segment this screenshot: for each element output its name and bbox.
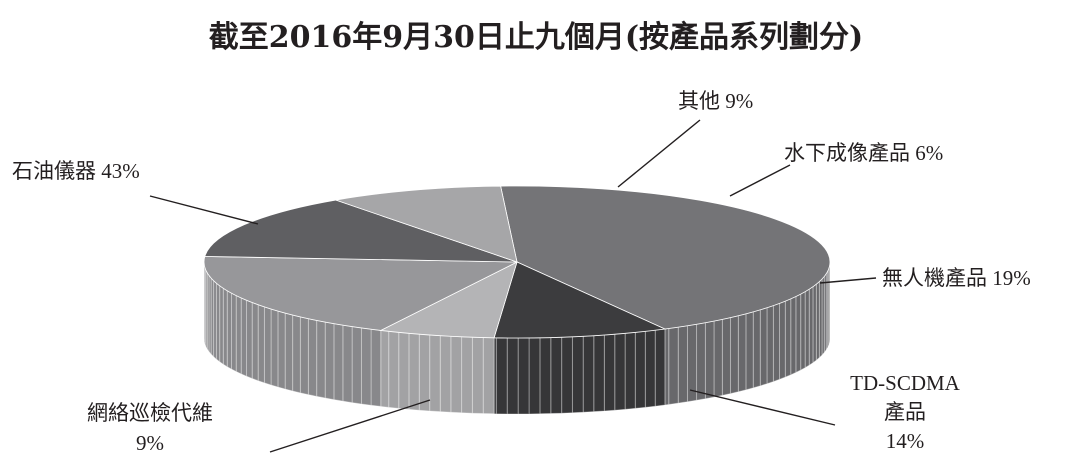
pie-side-facet <box>603 333 616 412</box>
pie-side-facet <box>808 285 814 367</box>
pie-side-facet <box>495 337 508 415</box>
pie-side-facet <box>471 336 484 415</box>
pie-side-facet <box>812 283 817 364</box>
pie-slice-1 <box>493 261 667 339</box>
pie-side-facet <box>517 337 530 415</box>
pie-side-facet <box>582 335 595 413</box>
pie-side-facet <box>784 298 792 378</box>
pie-side-facet <box>561 336 573 414</box>
pie-side-facet <box>263 306 272 386</box>
pie-side-facet <box>251 301 259 382</box>
pie-side-facet <box>333 323 344 402</box>
pie-side-facet <box>654 328 666 407</box>
pie-side-facet <box>284 312 294 392</box>
pie-side-facet <box>231 292 237 373</box>
label-drone: 無人機產品 19% <box>882 266 1031 290</box>
pie-side-facet <box>624 331 636 410</box>
leader-network <box>269 399 431 453</box>
pie-side-facet <box>292 314 301 394</box>
pie-side-facet <box>737 313 747 393</box>
leader-other <box>617 119 701 188</box>
pie-side-facet <box>571 335 584 414</box>
pie-side-facet <box>800 290 806 371</box>
label-network-line2: 9% <box>136 431 164 455</box>
pie-side-facet <box>360 327 372 406</box>
pie-side-facet <box>380 329 390 408</box>
pie-slice-2 <box>379 261 518 339</box>
pie-side-facet <box>351 326 362 405</box>
pie-side-facet <box>439 335 452 413</box>
pie-slice-0 <box>500 185 831 330</box>
pie-side-facet <box>388 330 400 409</box>
leader-lines <box>149 119 877 453</box>
pie-side-facet <box>257 304 265 384</box>
pie-side-facet <box>790 295 797 376</box>
pie-side-facet <box>222 287 228 368</box>
label-td-line1: TD-SCDMA <box>850 371 961 395</box>
slice-labels: 石油儀器 43% 其他 9% 水下成像產品 6% 無人機產品 19% TD-SC… <box>12 89 1031 455</box>
pie-side-facet <box>664 327 670 406</box>
chart-title: 截至2016年9月30日止九個月(按產品系列劃分) <box>209 20 864 55</box>
label-oil: 石油儀器 43% <box>12 159 140 183</box>
pie-side-facet <box>696 322 706 401</box>
pie-side-facet <box>429 334 441 413</box>
pie-side-facet <box>644 329 656 408</box>
pie-side-facet <box>324 321 335 401</box>
pie-side-facet <box>226 289 233 371</box>
pie-side-facet <box>593 334 605 413</box>
pie-side-facet <box>759 307 768 387</box>
pie-side-facet <box>245 299 253 380</box>
pie-side-facet <box>550 336 563 415</box>
pie-side-facet <box>219 284 224 366</box>
label-underwater: 水下成像產品 6% <box>784 141 943 165</box>
pie-side-facet <box>418 333 431 412</box>
pie-side-facet <box>804 288 810 369</box>
pie-side-facet <box>307 318 318 398</box>
pie-side-facet <box>752 309 761 389</box>
leader-td <box>689 389 836 426</box>
pie-slice-3 <box>203 256 518 331</box>
pie-top <box>203 185 831 339</box>
pie-side-facet <box>450 335 463 414</box>
pie-side-facet <box>668 326 679 406</box>
pie-side-facet <box>745 311 754 391</box>
pie-side-facet <box>729 315 739 395</box>
pie-side-facet <box>342 324 353 404</box>
label-network-line1: 網絡巡檢代維 <box>87 401 213 425</box>
pie-side-facet <box>772 302 781 383</box>
pie-side-facet <box>316 319 326 399</box>
pie-side-facet <box>528 337 541 415</box>
label-td-line3: 14% <box>886 429 925 453</box>
pie-side-facet <box>779 300 786 381</box>
pie-side-facet <box>506 337 519 415</box>
leader-drone <box>819 277 877 284</box>
pie-side-facet <box>614 332 626 411</box>
pie-side-facet <box>721 316 731 396</box>
pie-side-facet <box>299 316 309 396</box>
pie-side-facet <box>539 337 552 415</box>
label-td-line2: 產品 <box>884 400 926 424</box>
pie-side-facet <box>677 325 688 404</box>
leader-underwater <box>729 164 791 197</box>
pie-side-facet <box>461 336 473 414</box>
leader-oil <box>149 195 259 225</box>
pie-side-facet <box>277 310 286 390</box>
pie-slice-4 <box>204 199 518 263</box>
pie-side-facet <box>398 331 410 410</box>
pie-side-facet <box>408 332 420 411</box>
label-other: 其他 9% <box>678 89 753 113</box>
pie-side-facet <box>766 304 774 385</box>
pie-side-facet <box>270 308 279 388</box>
pie-side-facet <box>704 320 715 400</box>
pie-slice-5 <box>335 185 518 263</box>
pie-side-facet <box>240 297 247 377</box>
pie-side-facet <box>634 330 646 409</box>
pie-side-facet <box>795 293 802 374</box>
pie-side-facet <box>482 337 495 415</box>
pie-side-facet <box>370 328 382 407</box>
pie-side-facet <box>235 294 242 375</box>
pie-side-facet <box>713 318 723 398</box>
